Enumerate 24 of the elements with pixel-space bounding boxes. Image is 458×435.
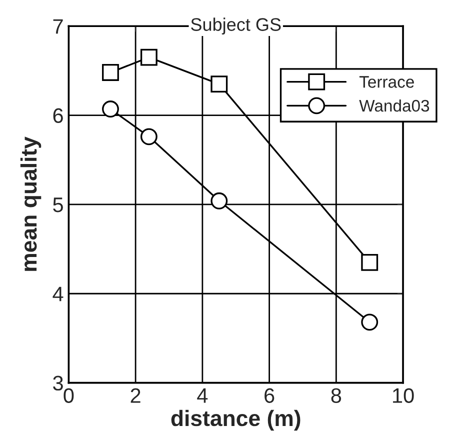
point: [361, 254, 378, 271]
y-tick-label: 6: [53, 108, 63, 124]
chart-title: Subject GS: [191, 18, 281, 35]
point: [210, 192, 228, 210]
x-tick-label: 2: [130, 388, 140, 403]
legend-label: Terrace: [359, 76, 414, 88]
y-tick-label: 3: [53, 376, 63, 391]
y-tick-label: 4: [52, 286, 64, 302]
point: [102, 100, 119, 118]
y-tick-label: 5: [53, 198, 63, 212]
point: [140, 48, 158, 66]
x-axis-title: distance (m): [171, 410, 300, 431]
legend-label: Wanda03: [359, 99, 430, 112]
point: [140, 128, 158, 146]
x-tick-label: 0: [64, 388, 74, 403]
x-tick-label: 6: [264, 388, 274, 403]
point: [102, 64, 119, 81]
x-tick-label: 10: [393, 388, 414, 403]
point: [210, 76, 228, 93]
y-tick-label: 7: [53, 19, 63, 34]
y-axis-title: mean quality: [20, 136, 42, 271]
x-tick-label: 4: [197, 388, 208, 403]
x-tick-label: 8: [331, 388, 342, 403]
point: [361, 314, 378, 331]
